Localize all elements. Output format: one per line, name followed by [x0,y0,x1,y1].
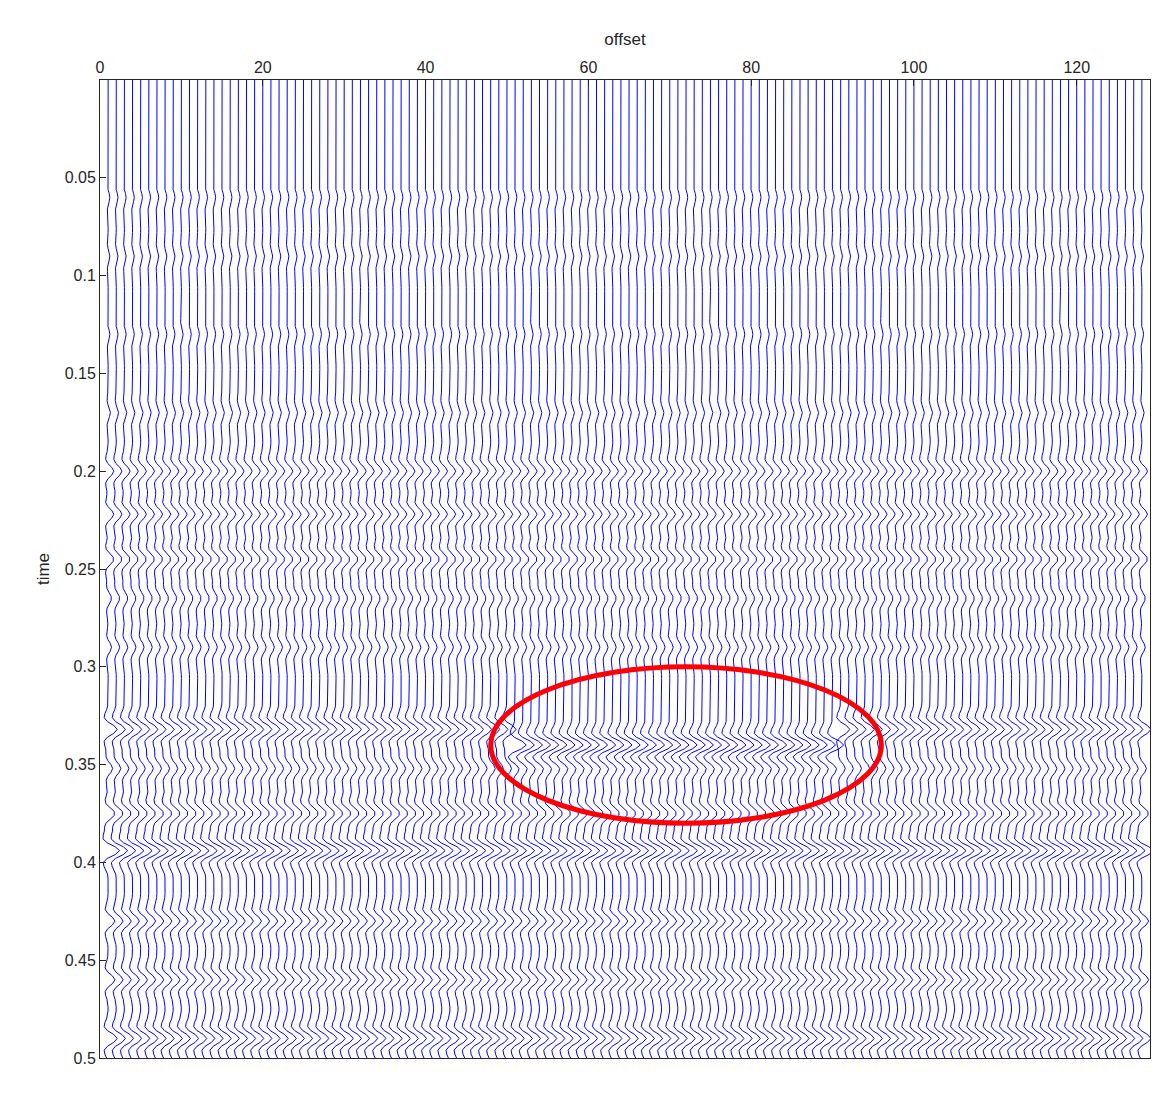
svg-text:0.25: 0.25 [65,561,96,578]
svg-text:0.15: 0.15 [65,365,96,382]
svg-text:0.3: 0.3 [74,658,96,675]
svg-text:0.45: 0.45 [65,952,96,969]
svg-text:0.4: 0.4 [74,854,96,871]
svg-text:0: 0 [96,59,105,76]
svg-text:0.35: 0.35 [65,756,96,773]
svg-text:time: time [34,553,53,585]
svg-text:100: 100 [901,59,928,76]
svg-text:80: 80 [742,59,760,76]
svg-text:0.2: 0.2 [74,463,96,480]
svg-text:offset: offset [604,30,646,49]
svg-text:0.1: 0.1 [74,267,96,284]
svg-text:20: 20 [254,59,272,76]
svg-text:40: 40 [417,59,435,76]
svg-text:0.5: 0.5 [74,1050,96,1067]
svg-text:60: 60 [579,59,597,76]
svg-text:120: 120 [1063,59,1090,76]
svg-text:0.05: 0.05 [65,169,96,186]
